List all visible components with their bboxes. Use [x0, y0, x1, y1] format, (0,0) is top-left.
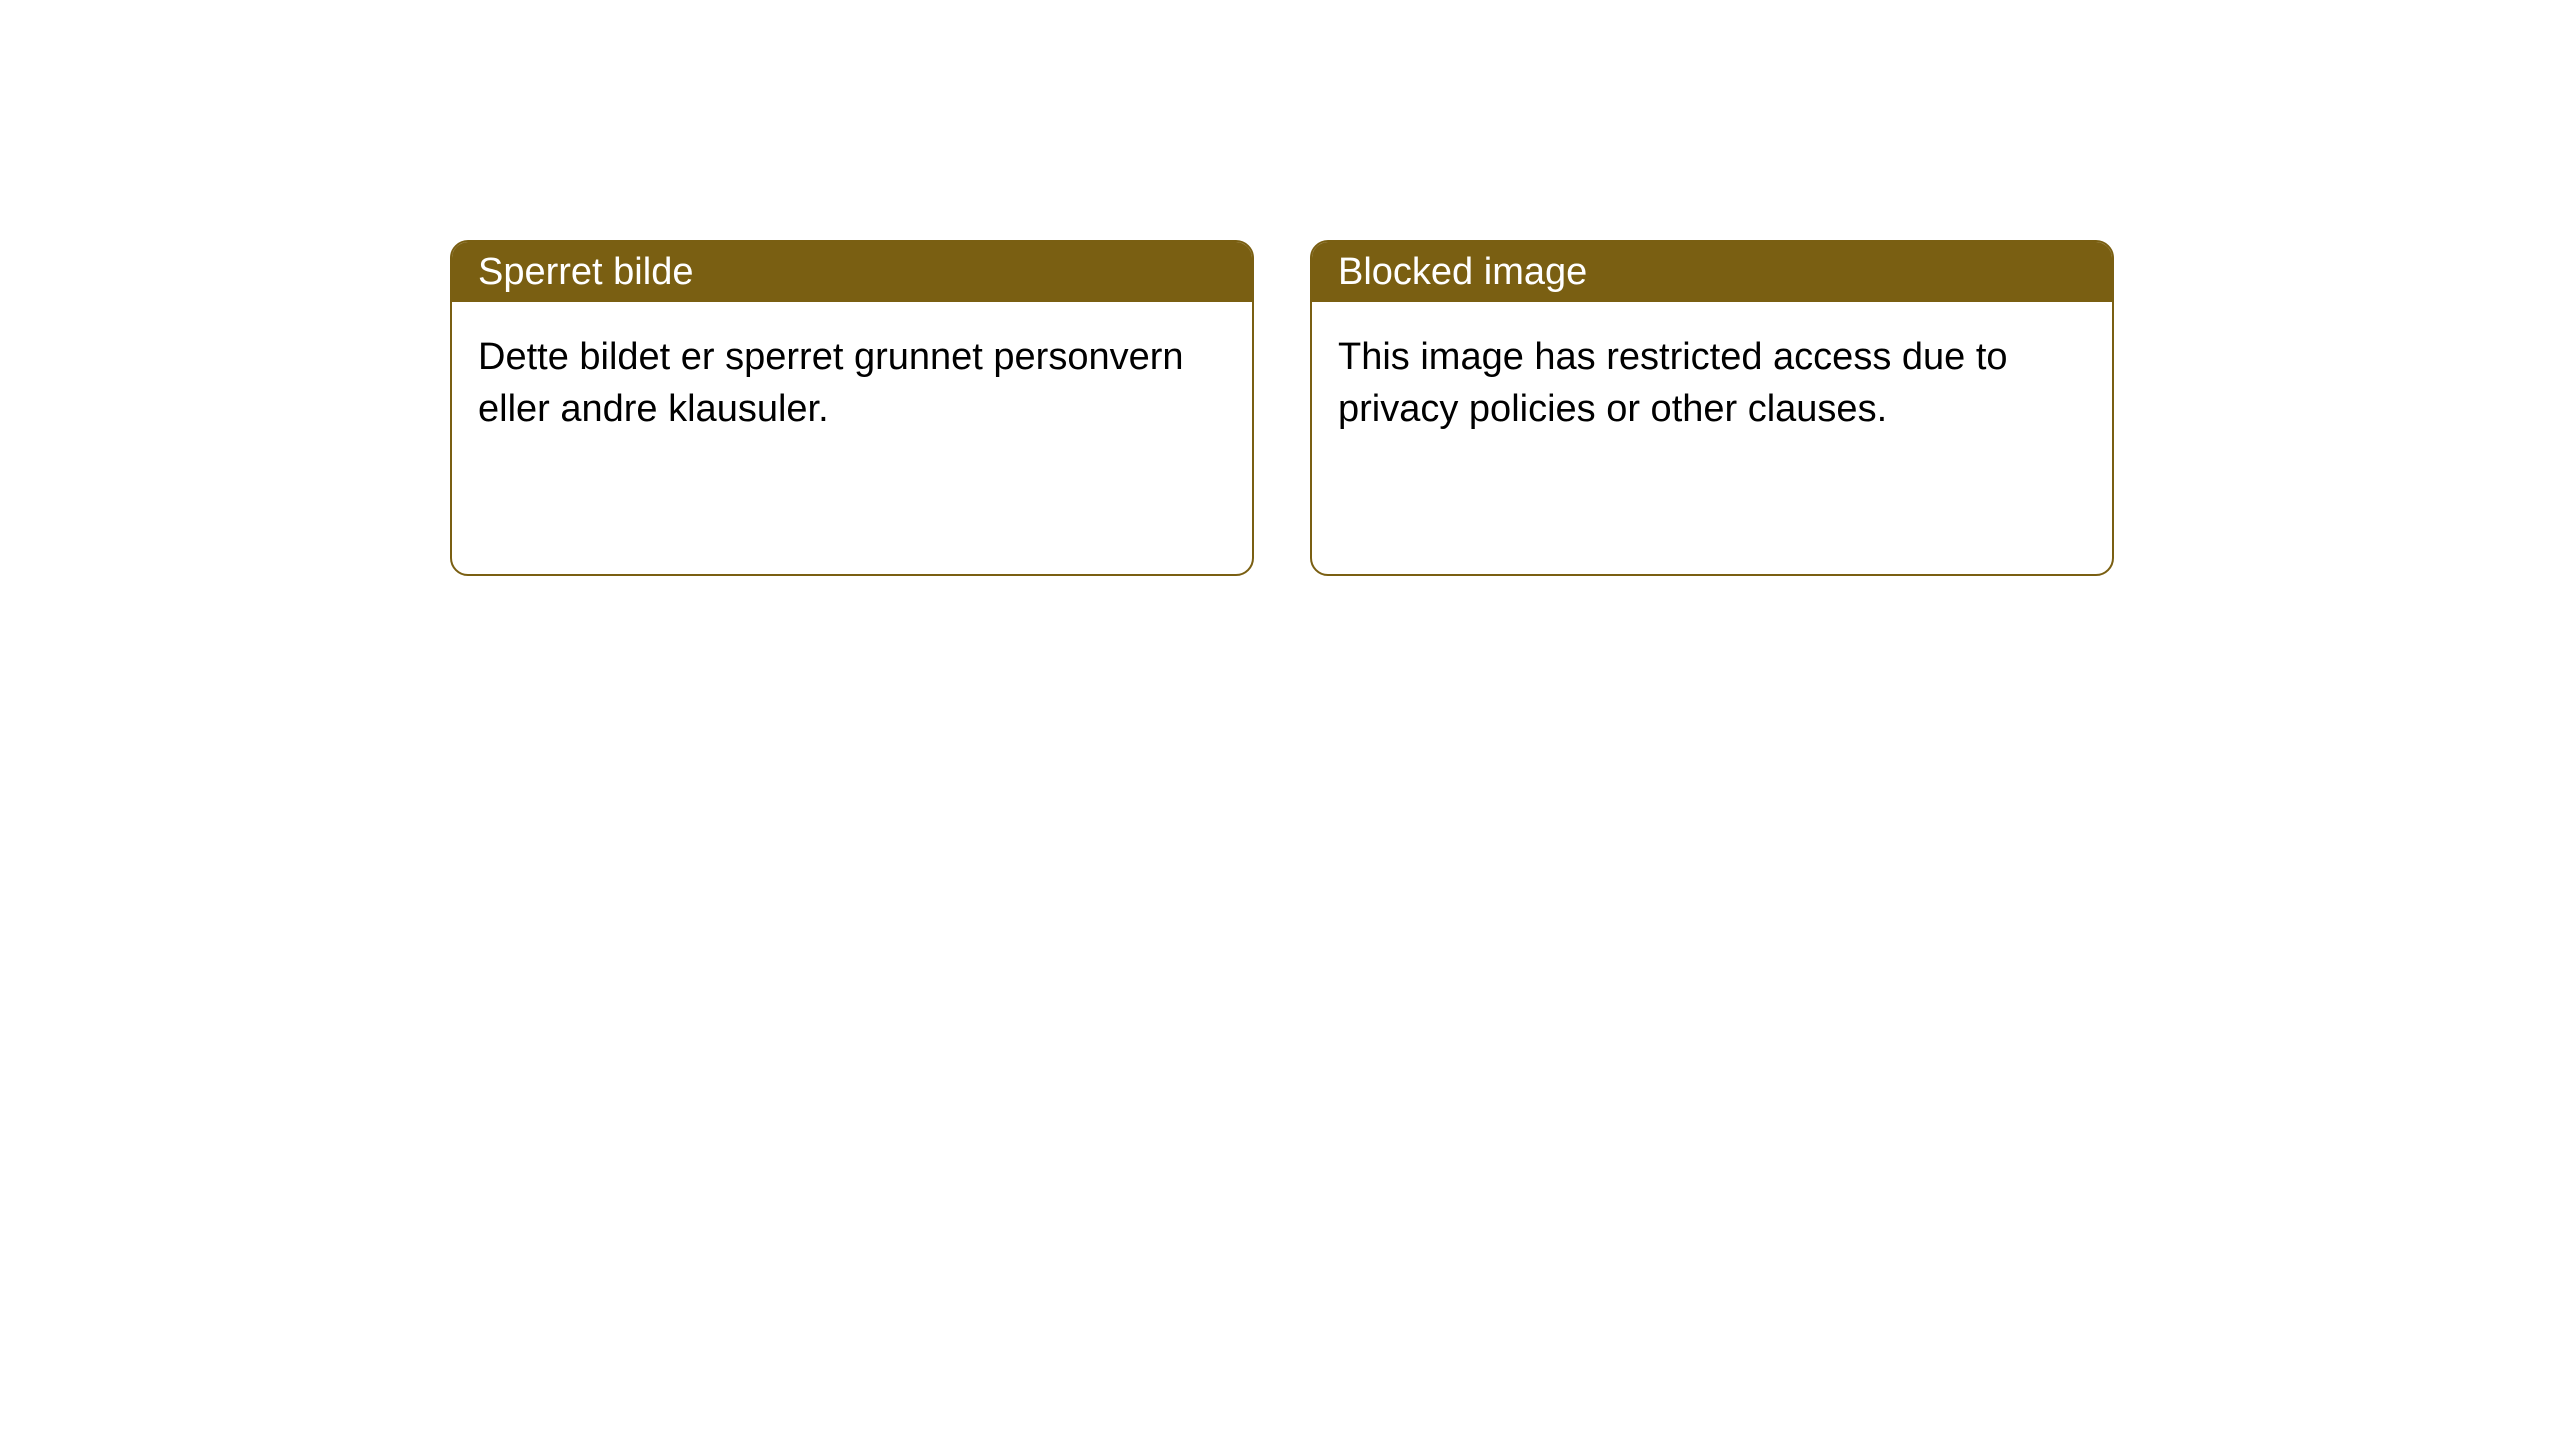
notice-card-norwegian: Sperret bilde Dette bildet er sperret gr…	[450, 240, 1254, 576]
notice-header: Blocked image	[1312, 242, 2112, 302]
notice-header: Sperret bilde	[452, 242, 1252, 302]
notice-body: Dette bildet er sperret grunnet personve…	[452, 302, 1252, 465]
notice-container: Sperret bilde Dette bildet er sperret gr…	[0, 0, 2560, 576]
notice-body-text: Dette bildet er sperret grunnet personve…	[478, 336, 1184, 430]
notice-body: This image has restricted access due to …	[1312, 302, 2112, 465]
notice-card-english: Blocked image This image has restricted …	[1310, 240, 2114, 576]
notice-title: Sperret bilde	[478, 251, 693, 294]
notice-body-text: This image has restricted access due to …	[1338, 336, 2008, 430]
notice-title: Blocked image	[1338, 251, 1587, 294]
